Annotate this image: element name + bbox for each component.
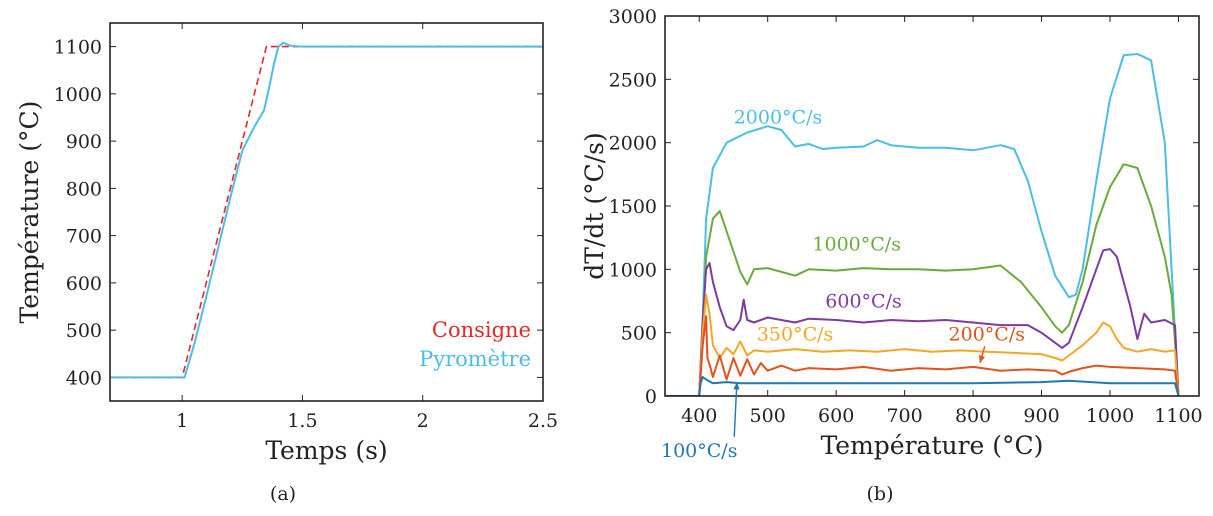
chart-b-xtick-label: 900 <box>1023 405 1059 427</box>
chart-b-series-line <box>665 377 1179 396</box>
chart-a-ytick-label: 600 <box>66 273 102 295</box>
chart-b-annotation: 2000°C/s <box>734 107 823 129</box>
chart-b-ytick-label: 2500 <box>609 69 657 91</box>
chart-a-legend-entry: Consigne <box>432 318 531 342</box>
chart-b-annotation-arrow <box>734 382 737 437</box>
chart-a-xtick-label: 2 <box>417 410 429 432</box>
chart-a-xtick-label: 1.5 <box>287 410 317 432</box>
chart-a-ylabel: Température (°C) <box>15 101 44 324</box>
chart-b-xtick-label: 500 <box>750 405 786 427</box>
chart-b-xtick-label: 800 <box>955 405 991 427</box>
chart-b-series-group <box>665 54 1179 396</box>
chart-b-ytick-label: 3000 <box>609 6 657 28</box>
chart-a-ytick-label: 1100 <box>54 37 102 59</box>
chart-b-xtick-label: 1000 <box>1086 405 1134 427</box>
chart-a-ytick-label: 700 <box>66 226 102 248</box>
chart-a-ytick-label: 400 <box>66 367 102 389</box>
chart-b-xtick-label: 1100 <box>1154 405 1202 427</box>
chart-b-caption: (b) <box>867 483 894 505</box>
chart-b-series-line <box>665 164 1179 396</box>
chart-a-ytick-label: 900 <box>66 131 102 153</box>
chart-b-annotation: 200°C/s <box>949 323 1025 345</box>
chart-b-xtick-label: 600 <box>818 405 854 427</box>
chart-b-ytick-label: 1500 <box>609 196 657 218</box>
chart-b-annotation: 350°C/s <box>757 323 833 345</box>
chart-b-annotation: 1000°C/s <box>812 233 901 255</box>
chart-a-ytick-label: 500 <box>66 320 102 342</box>
chart-b-annotation: 100°C/s <box>661 440 737 462</box>
chart-a-xtick-label: 1 <box>176 410 188 432</box>
chart-a-frame <box>110 23 543 401</box>
chart-b-ytick-label: 500 <box>621 323 657 345</box>
chart-b-annotation: 600°C/s <box>825 290 901 312</box>
chart-b: 400 500 600 700 800 900 1000 1100 0 500 1000 1500 20… <box>580 6 1203 505</box>
chart-b-xlabel: Température (°C) <box>821 431 1044 460</box>
chart-b-ytick-label: 1000 <box>609 259 657 281</box>
chart-b-annotation-arrowhead <box>979 355 985 363</box>
chart-b-ylabel: dT/dt (°C/s) <box>580 132 609 280</box>
chart-a-xlabel: Temps (s) <box>265 436 387 465</box>
chart-a: 1 1.5 2 2.5 400 500 600 700 800 900 1000 1100 Temps … <box>15 23 558 505</box>
chart-a-xtick-label: 2.5 <box>528 410 558 432</box>
chart-a-ytick-label: 1000 <box>54 84 102 106</box>
chart-a-legend-entry: Pyromètre <box>419 347 531 371</box>
chart-b-ytick-label: 0 <box>645 386 657 408</box>
chart-b-xtick-label: 700 <box>886 405 922 427</box>
chart-a-caption: (a) <box>270 483 296 505</box>
chart-a-ytick-label: 800 <box>66 178 102 200</box>
chart-b-ytick-label: 2000 <box>609 133 657 155</box>
chart-b-xtick-label: 400 <box>681 405 717 427</box>
